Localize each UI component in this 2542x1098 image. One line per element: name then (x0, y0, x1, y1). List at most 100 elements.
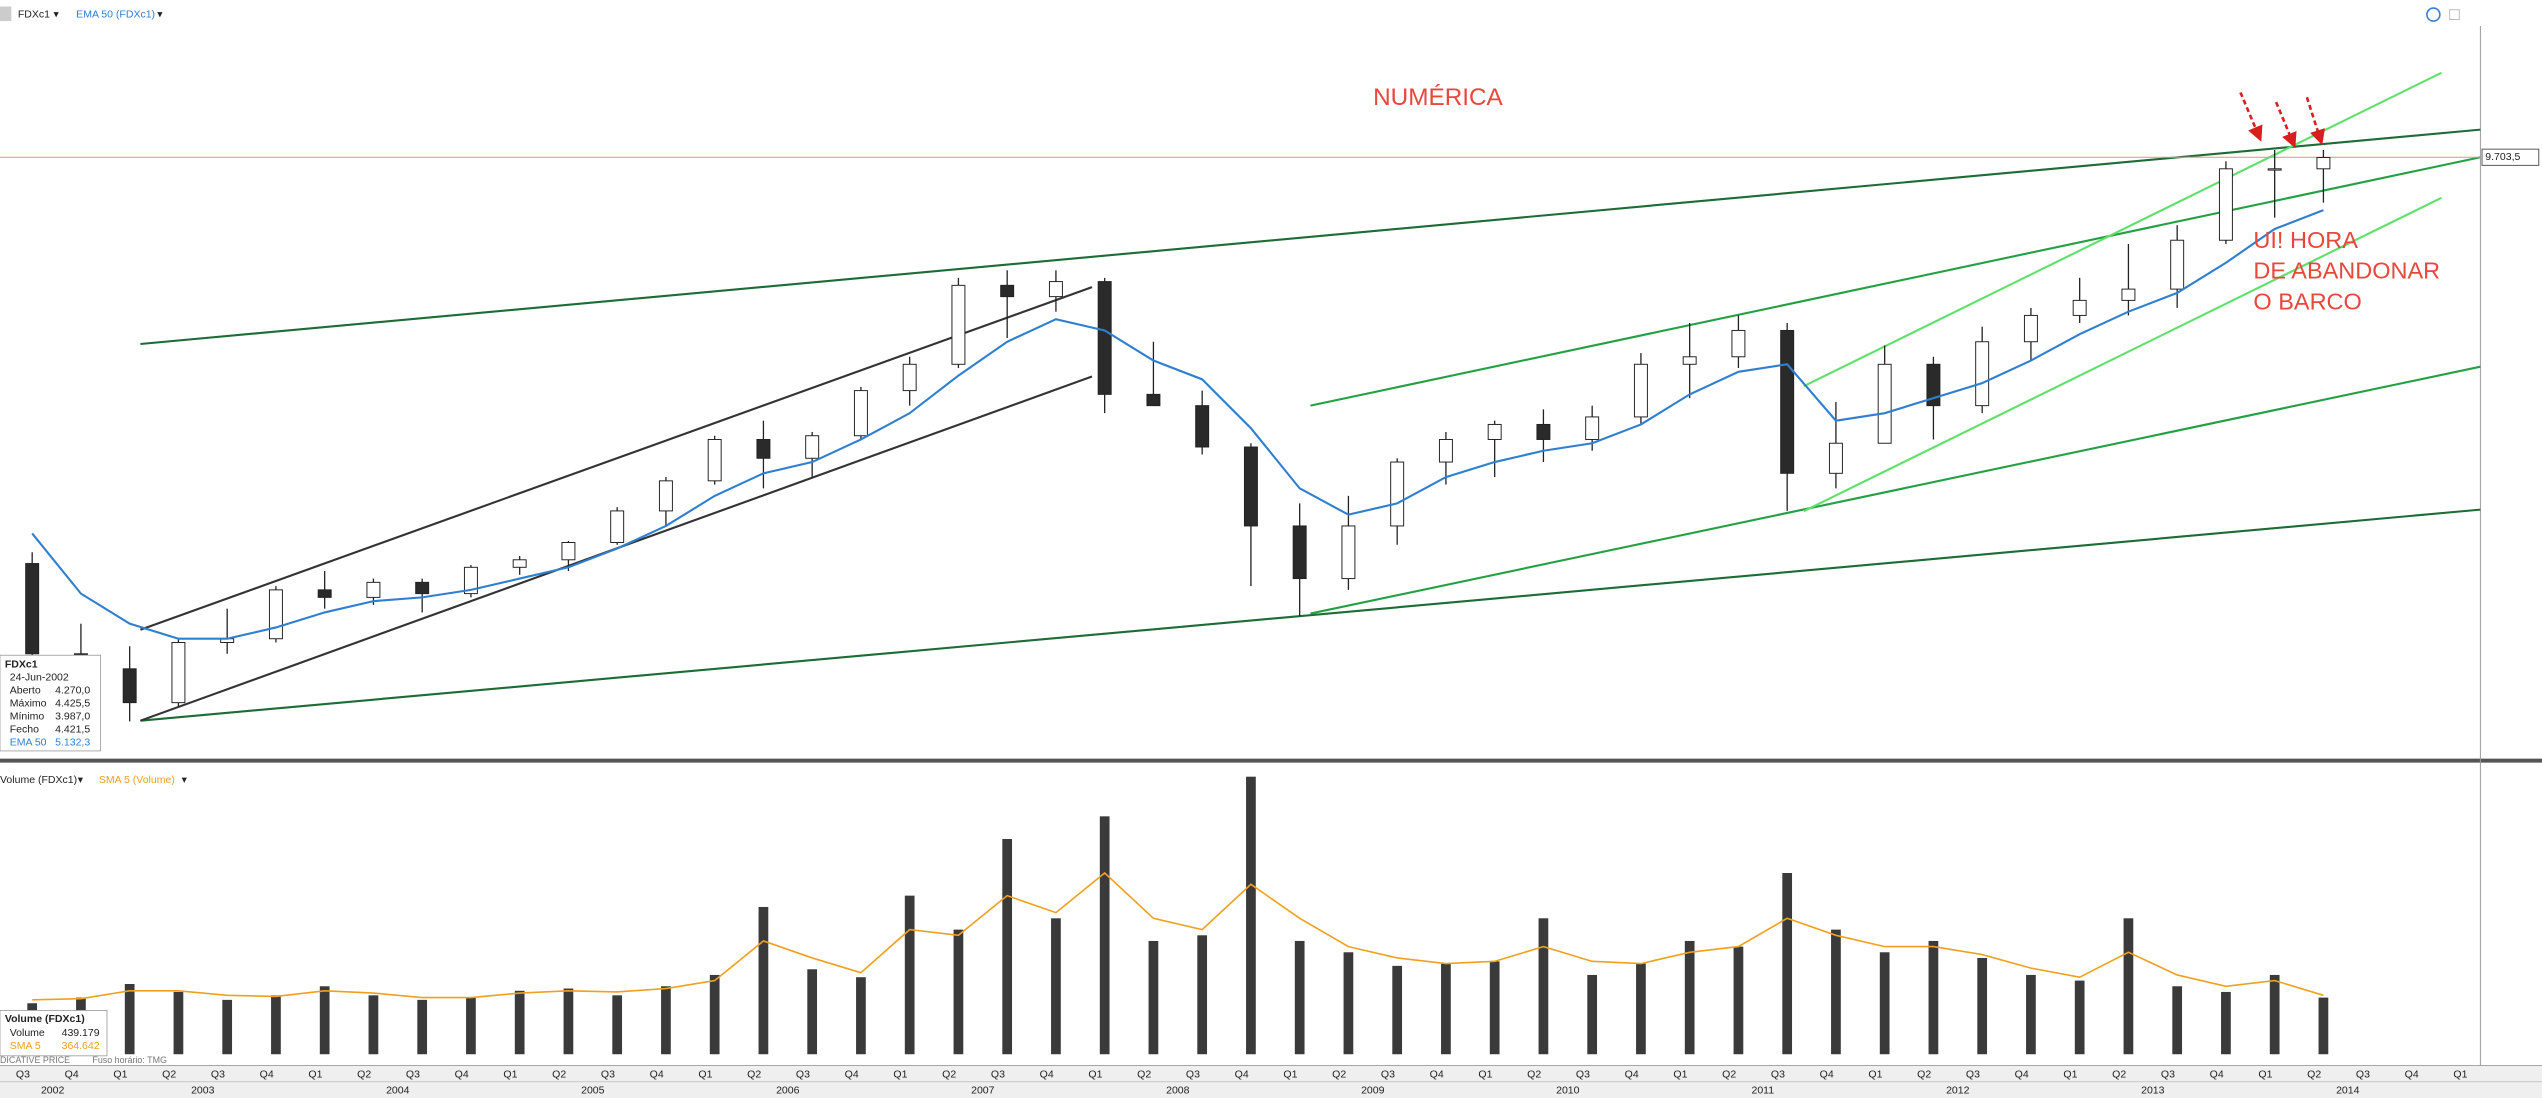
candle-body (1390, 461, 1405, 527)
x-tick-label: Q4 (1625, 1068, 1639, 1080)
info-value: 439.179 (62, 1027, 100, 1039)
x-year-label: 2009 (1361, 1084, 1385, 1096)
volume-bar (1782, 872, 1793, 1055)
candle-body (1341, 525, 1356, 580)
volume-bar (1294, 940, 1305, 1055)
info-key: Mínimo (10, 711, 45, 723)
candle-body (463, 566, 478, 595)
status-price-type: DICATIVE PRICE (0, 1055, 70, 1065)
legend-entry[interactable]: SMA 5 (Volume) (99, 774, 175, 786)
x-tick-label: Q4 (1040, 1068, 1054, 1080)
volume-bar (612, 995, 623, 1055)
candle-body (1536, 423, 1551, 440)
x-tick-label: Q2 (747, 1068, 761, 1080)
x-year-label: 2011 (1751, 1084, 1774, 1096)
x-tick-label: Q4 (1235, 1068, 1249, 1080)
legend-entry[interactable]: EMA 50 (FDXc1) (76, 8, 155, 20)
x-tick-label: Q2 (942, 1068, 956, 1080)
candle-body (853, 390, 868, 437)
x-year-label: 2014 (2336, 1084, 2360, 1096)
toolbar-icon[interactable] (2449, 9, 2460, 20)
volume-bar (222, 999, 233, 1055)
x-tick-label: Q4 (2210, 1068, 2224, 1080)
candle-body (1731, 329, 1746, 358)
x-year-label: 2013 (2141, 1084, 2165, 1096)
candle-body (1926, 363, 1941, 407)
candle-body (25, 563, 40, 655)
x-tick-label: Q3 (601, 1068, 615, 1080)
dropdown-icon[interactable]: ▾ (78, 774, 84, 786)
dropdown-icon[interactable]: ▾ (53, 8, 59, 20)
dropdown-icon[interactable]: ▾ (182, 774, 188, 786)
info-key: Volume (10, 1027, 45, 1039)
x-tick-label: Q4 (650, 1068, 664, 1080)
volume-bar (563, 988, 574, 1055)
candle-body (2267, 168, 2282, 171)
x-tick-label: Q1 (113, 1068, 127, 1080)
candle-body (317, 589, 332, 598)
candle-body (1682, 356, 1697, 365)
candle-body (2121, 288, 2136, 301)
x-tick-label: Q2 (1137, 1068, 1151, 1080)
info-value: 3.987,0 (55, 711, 90, 723)
last-price-box (2481, 148, 2540, 166)
volume-bar (1148, 940, 1159, 1055)
x-year-label: 2008 (1166, 1084, 1190, 1096)
volume-bar (661, 986, 671, 1055)
x-year-label: 2010 (1556, 1084, 1580, 1096)
annotation-line: NUMÉRICA (1373, 84, 1503, 111)
x-tick-label: Q4 (2015, 1068, 2029, 1080)
info-value: 4.425,5 (55, 698, 90, 710)
x-tick-label: Q1 (1283, 1068, 1297, 1080)
trend-line (1310, 365, 2481, 615)
candle-body (122, 668, 137, 704)
info-title: Volume (FDXc1) (5, 1013, 85, 1025)
x-tick-label: Q4 (845, 1068, 859, 1080)
x-tick-label: Q3 (1966, 1068, 1980, 1080)
ema-line (31, 209, 2324, 640)
volume-bar (514, 990, 525, 1055)
sma-line (32, 871, 2324, 1001)
volume-bar (1002, 838, 1013, 1055)
candle-body (1877, 363, 1892, 444)
volume-bar (1392, 965, 1403, 1055)
x-tick-label: Q2 (1722, 1068, 1736, 1080)
legend-entry[interactable]: Volume (FDXc1) (0, 774, 77, 786)
volume-bar (124, 983, 135, 1055)
volume-bar (2074, 980, 2085, 1055)
candle-body (561, 542, 576, 561)
x-tick-label: Q3 (1771, 1068, 1785, 1080)
annotation: DE ABANDONAR (2253, 258, 2440, 284)
info-key: SMA 5 (10, 1040, 41, 1052)
x-tick-label: Q4 (2405, 1068, 2419, 1080)
x-tick-label: Q3 (1186, 1068, 1200, 1080)
volume-bar (1051, 918, 1061, 1055)
volume-bar (1343, 952, 1354, 1055)
volume-bar (1099, 816, 1110, 1055)
candle-body (1780, 329, 1795, 474)
trend-line (140, 508, 2481, 722)
x-tick-label: Q2 (357, 1068, 371, 1080)
x-tick-label: Q3 (991, 1068, 1005, 1080)
trend-line (140, 286, 1093, 631)
x-tick-label: Q4 (1430, 1068, 1444, 1080)
trend-line (140, 128, 2481, 346)
toolbar-icon[interactable] (2426, 7, 2441, 22)
candle-body (1585, 416, 1600, 440)
info-key: Aberto (10, 685, 41, 697)
x-year-label: 2002 (41, 1084, 65, 1096)
dropdown-icon[interactable]: ▾ (157, 8, 163, 20)
candle-body (707, 438, 722, 482)
volume-bar (807, 969, 818, 1055)
candle-body (756, 438, 771, 459)
volume-bar (2172, 986, 2183, 1055)
x-tick-label: Q2 (1527, 1068, 1541, 1080)
volume-bar (1441, 963, 1451, 1055)
info-panel (0, 654, 101, 752)
legend-entry[interactable]: FDXc1 (18, 8, 50, 20)
candle-body (2316, 157, 2331, 170)
volume-bar (1928, 940, 1939, 1055)
x-tick-label: Q1 (698, 1068, 712, 1080)
volume-bar (319, 986, 330, 1055)
candle-body (1000, 284, 1015, 298)
